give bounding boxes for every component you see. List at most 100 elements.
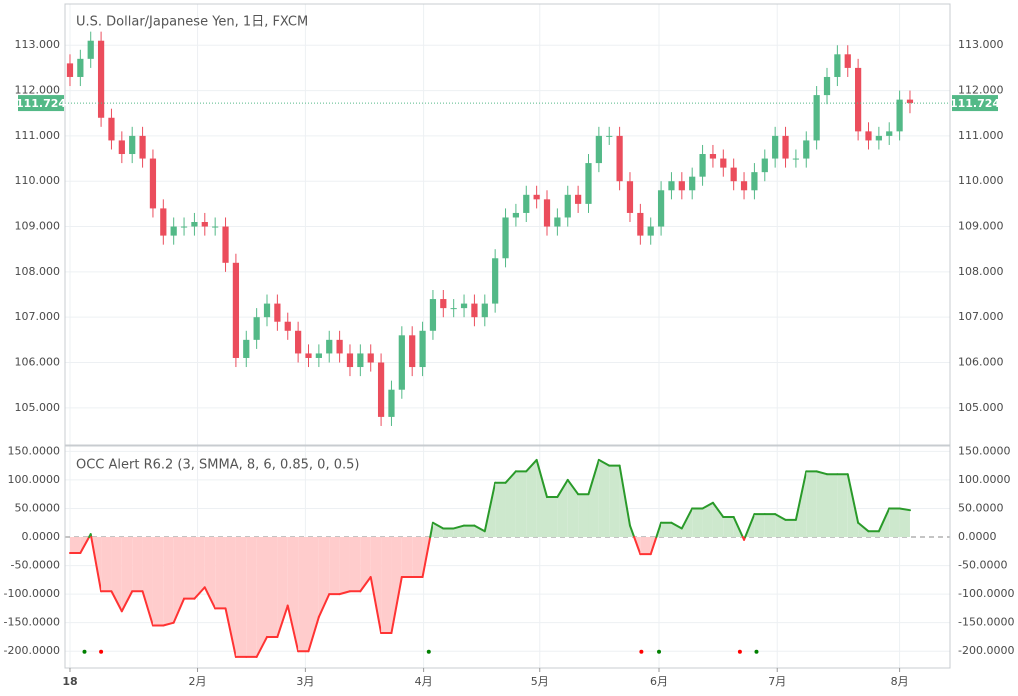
candle-body: [191, 222, 198, 227]
candle-body: [730, 167, 737, 182]
y-tick-label-left: 112.000: [15, 84, 61, 97]
oscillator-area: [287, 537, 299, 652]
oscillator-area: [640, 537, 651, 555]
oscillator-line: [566, 478, 580, 496]
y-tick-label-left: 50.0000: [15, 501, 61, 514]
candle-body: [336, 339, 343, 354]
x-tick-label: 18: [62, 675, 77, 688]
candle-body: [388, 389, 395, 417]
oscillator-line: [680, 507, 694, 530]
last-price-tag-right-label: 111.724: [950, 97, 1000, 110]
oscillator-area: [370, 537, 382, 633]
candle-body: [865, 131, 872, 141]
candle-body: [160, 208, 167, 236]
candle-body: [129, 135, 136, 155]
oscillator-line: [711, 501, 725, 519]
candle-body: [595, 135, 602, 164]
price-pane-frame: [64, 3, 951, 446]
label-layer: 18 2月 3月 4月 5月 6月 7月 8月 105.000 105.000 106.000 106…: [4, 38, 1015, 688]
candle-body: [377, 362, 385, 417]
oscillator-area: [474, 525, 485, 538]
y-tick-label-right: -200.0000: [958, 644, 1014, 657]
candle-body: [253, 317, 260, 340]
y-tick-label-right: 107.000: [958, 310, 1004, 323]
oscillator-area: [256, 537, 268, 657]
candle-body: [419, 330, 426, 368]
oscillator-line: [504, 470, 517, 484]
candle-body: [689, 176, 696, 191]
candle-body: [232, 262, 240, 358]
oscillator-area: [412, 537, 423, 577]
candle-body: [295, 330, 302, 354]
candle-body: [222, 226, 229, 263]
grid-layer: [65, 4, 950, 668]
oscillator-area: [69, 537, 81, 554]
oscillator-area: [827, 474, 838, 538]
y-tick-label-left: 109.000: [15, 220, 61, 233]
oscillator-area: [505, 471, 516, 538]
oscillator-line: [744, 513, 756, 539]
oscillator-area: [754, 514, 765, 538]
y-tick-label-right: 150.0000: [958, 444, 1011, 457]
oscillator-line: [452, 524, 466, 530]
candle-body: [201, 222, 208, 227]
oscillator-title: OCC Alert R6.2 (3, SMMA, 8, 6, 0.85, 0, …: [76, 458, 359, 473]
candle-body: [761, 158, 768, 173]
candle-body: [409, 335, 416, 368]
candle-body: [263, 303, 271, 318]
oscillator-area: [692, 508, 703, 538]
candle-body: [720, 158, 727, 168]
oscillator-line: [556, 478, 569, 499]
y-tick-label-right: 110.000: [958, 174, 1004, 187]
y-tick-label-left: 0.0000: [22, 530, 61, 543]
y-tick-label-right: 111.000: [958, 129, 1004, 142]
signal-dot: [82, 649, 87, 654]
oscillator-area: [184, 537, 195, 599]
candle-body: [471, 303, 478, 318]
oscillator-area: [443, 528, 454, 538]
oscillator-line: [473, 524, 486, 533]
candle-body: [97, 40, 105, 118]
candle-body: [212, 226, 219, 228]
oscillator-area: [526, 459, 537, 538]
oscillator-line: [338, 590, 351, 596]
y-tick-label-right: 105.000: [958, 401, 1004, 414]
signal-dot: [737, 649, 742, 654]
oscillator-area: [764, 514, 776, 538]
y-tick-label-left: 113.000: [15, 38, 61, 51]
last-price-tag-right: [952, 95, 998, 112]
last-price-tag-left-label: 111.724: [16, 97, 66, 110]
candle-body: [906, 99, 914, 104]
oscillator-line: [525, 458, 538, 473]
x-tick-label: 2月: [189, 675, 207, 688]
candle-body: [305, 353, 312, 358]
y-tick-label-left: 105.000: [15, 401, 61, 414]
oscillator-area: [609, 465, 620, 538]
y-tick-label-left: -200.0000: [4, 644, 60, 657]
oscillator-line: [172, 597, 186, 624]
oscillator-line: [317, 593, 331, 618]
candle-body: [367, 353, 374, 363]
y-tick-label-left: 108.000: [15, 265, 61, 278]
candle-body: [823, 76, 831, 96]
y-tick-label-right: 109.000: [958, 220, 1004, 233]
candle-body: [803, 140, 810, 159]
oscillator-area: [495, 482, 506, 538]
y-tick-label-left: -150.0000: [4, 616, 60, 629]
candle-body: [875, 135, 882, 141]
oscillator-line: [390, 575, 403, 634]
candle-body: [585, 163, 592, 204]
oscillator-area: [806, 471, 817, 538]
y-tick-label-right: -100.0000: [958, 587, 1014, 600]
oscillator-line: [655, 521, 663, 539]
candle-body: [66, 63, 74, 77]
oscillator-area: [702, 502, 713, 538]
candle-body: [170, 226, 177, 236]
oscillator-area: [132, 537, 143, 592]
candle-body: [699, 154, 706, 177]
oscillator-area: [464, 525, 475, 538]
oscillator-area: [567, 479, 579, 538]
oscillator-line: [286, 604, 300, 653]
y-tick-label-right: 100.0000: [958, 473, 1011, 486]
